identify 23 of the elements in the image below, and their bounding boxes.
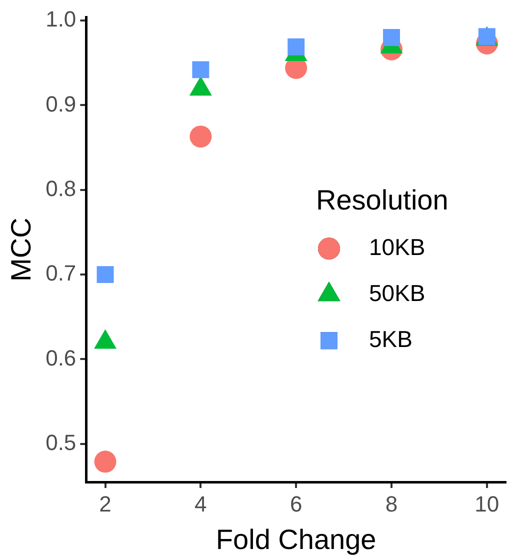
legend-label: 50KB [369,280,426,306]
x-tick-label: 4 [194,491,207,516]
point [192,61,210,78]
y-axis-title: MCC [6,218,37,282]
x-tick-label: 6 [290,491,302,516]
x-axis-title: Fold Change [216,524,376,555]
point [190,126,212,148]
legend-title: Resolution [316,184,448,216]
legend-label: 10KB [369,234,426,260]
y-tick-label: 0.6 [46,345,76,370]
x-tick-label: 2 [99,491,112,516]
point [288,38,305,56]
x-tick-label: 10 [474,491,500,516]
point [96,266,114,284]
point [383,29,400,46]
y-tick-label: 0.8 [46,176,76,201]
x-tick-label: 8 [385,491,398,516]
y-tick-label: 1.0 [46,6,76,32]
legend-label: 5KB [369,326,412,352]
y-tick-label: 0.9 [46,91,76,116]
y-tick-label: 0.5 [46,430,76,455]
point [94,450,116,473]
y-tick-label: 0.7 [46,260,76,286]
